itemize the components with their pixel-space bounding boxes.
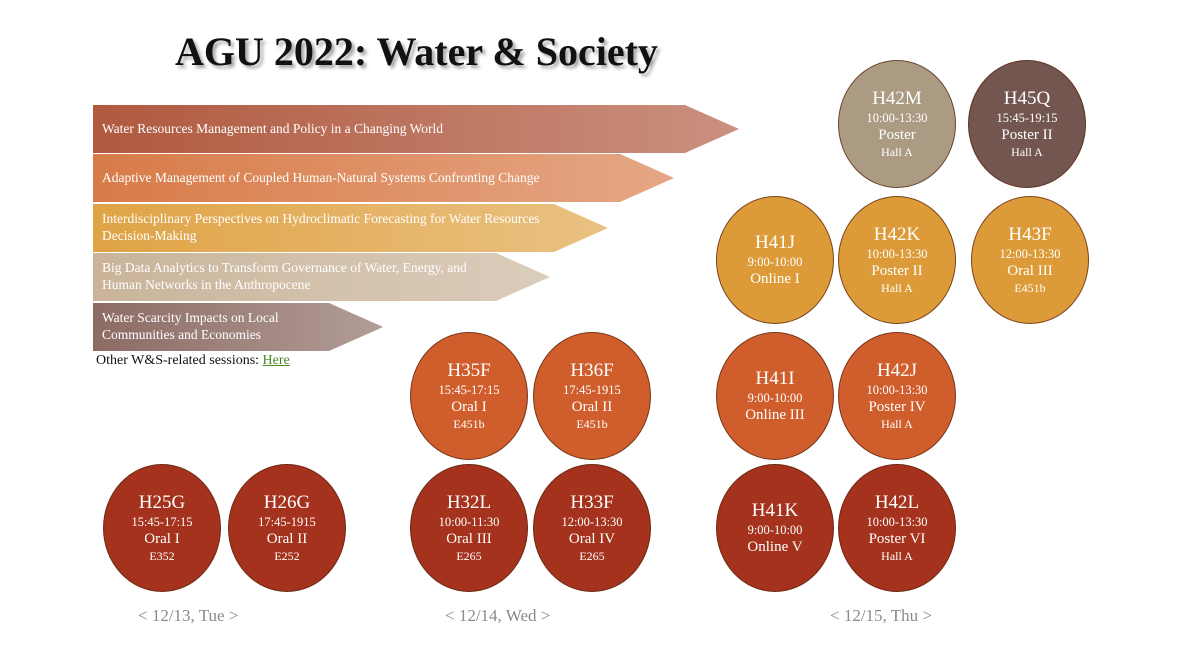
session-h45q[interactable]: H45Q 15:45-19:15 Poster II Hall A [968,60,1086,188]
session-type: Poster VI [868,531,926,547]
page-title: AGU 2022: Water & Society [175,29,658,74]
session-time: 17:45-1915 [563,383,621,397]
session-type: Oral I [144,531,180,547]
session-time: 12:00-13:30 [999,247,1061,261]
session-time: 15:45-17:15 [131,515,193,529]
session-type: Oral I [451,399,487,415]
session-h32l[interactable]: H32L 10:00-11:30 Oral III E265 [410,464,528,592]
day-label-wed: < 12/14, Wed > [445,606,551,625]
other-sessions-link[interactable]: Here [262,353,290,368]
session-code: H43F [1008,224,1052,245]
theme-arrow-hydroclimatic-forecasting: Interdisciplinary Perspectives on Hydroc… [93,204,608,252]
session-h41i[interactable]: H41I 9:00-10:00 Online III [716,332,834,460]
session-room: E451b [576,417,608,431]
session-code: H42L [874,492,920,513]
session-code: H45Q [1003,88,1051,109]
session-room: E352 [149,549,175,563]
session-time: 9:00-10:00 [747,391,803,405]
session-type: Oral II [266,531,308,547]
session-h35f[interactable]: H35F 15:45-17:15 Oral I E451b [410,332,528,460]
theme-arrow-adaptive-management: Adaptive Management of Coupled Human-Nat… [93,154,674,202]
session-time: 9:00-10:00 [747,523,803,537]
session-time: 9:00-10:00 [747,255,803,269]
session-code: H32L [446,492,492,513]
session-room: Hall A [881,549,913,563]
theme-label: Water Resources Management and Policy in… [102,120,443,136]
session-time: 15:45-19:15 [996,111,1058,125]
session-type: Poster [878,127,916,143]
session-type: Online I [750,271,800,287]
theme-label: Interdisciplinary Perspectives on Hydroc… [102,211,540,243]
session-h43f[interactable]: H43F 12:00-13:30 Oral III E451b [971,196,1089,324]
session-type: Poster II [871,263,923,279]
session-time: 15:45-17:15 [438,383,500,397]
session-time: 12:00-13:30 [561,515,623,529]
theme-arrow-water-resources-management: Water Resources Management and Policy in… [93,105,739,153]
theme-label: Water Scarcity Impacts on Local Communit… [102,310,279,342]
theme-arrow-big-data-analytics: Big Data Analytics to Transform Governan… [93,253,550,301]
session-code: H41J [754,232,796,253]
session-h42m[interactable]: H42M 10:00-13:30 Poster Hall A [838,60,956,188]
session-h42l[interactable]: H42L 10:00-13:30 Poster VI Hall A [838,464,956,592]
session-time: 10:00-13:30 [866,383,928,397]
session-code: H25G [138,492,186,513]
session-h26g[interactable]: H26G 17:45-1915 Oral II E252 [228,464,346,592]
session-code: H35F [447,360,491,381]
session-code: H42M [872,88,922,109]
session-room: E265 [579,549,605,563]
day-label-thu: < 12/15, Thu > [830,606,932,625]
session-time: 10:00-13:30 [866,247,928,261]
session-time: 10:00-13:30 [866,111,928,125]
session-code: H33F [570,492,614,513]
session-type: Poster II [1001,127,1053,143]
session-room: Hall A [881,417,913,431]
session-time: 10:00-11:30 [438,515,500,529]
session-room: E252 [274,549,300,563]
session-time: 17:45-1915 [258,515,316,529]
session-h41k[interactable]: H41K 9:00-10:00 Online V [716,464,834,592]
other-sessions-text: Other W&S-related sessions: [96,353,263,368]
session-h42k[interactable]: H42K 10:00-13:30 Poster II Hall A [838,196,956,324]
theme-label: Big Data Analytics to Transform Governan… [102,260,467,292]
theme-label: Adaptive Management of Coupled Human-Nat… [102,169,540,185]
session-type: Online V [747,539,803,555]
session-h33f[interactable]: H33F 12:00-13:30 Oral IV E265 [533,464,651,592]
session-room: E451b [453,417,485,431]
session-h25g[interactable]: H25G 15:45-17:15 Oral I E352 [103,464,221,592]
session-room: Hall A [1011,145,1043,159]
session-code: H42J [876,360,918,381]
session-room: Hall A [881,145,913,159]
session-code: H26G [263,492,311,513]
session-code: H36F [570,360,614,381]
other-sessions-note: Other W&S-related sessions: Here [96,353,290,369]
session-h42j[interactable]: H42J 10:00-13:30 Poster IV Hall A [838,332,956,460]
session-type: Oral III [1007,263,1053,279]
session-type: Oral IV [568,531,616,547]
session-room: E451b [1014,281,1046,295]
session-h41j[interactable]: H41J 9:00-10:00 Online I [716,196,834,324]
session-h36f[interactable]: H36F 17:45-1915 Oral II E451b [533,332,651,460]
day-label-tue: < 12/13, Tue > [138,606,239,625]
session-type: Poster IV [868,399,926,415]
session-room: Hall A [881,281,913,295]
session-type: Oral II [571,399,613,415]
session-room: E265 [456,549,482,563]
session-type: Online III [745,407,805,423]
theme-arrow-water-scarcity: Water Scarcity Impacts on Local Communit… [93,303,383,351]
session-time: 10:00-13:30 [866,515,928,529]
session-code: H41K [751,500,799,521]
session-type: Oral III [446,531,492,547]
session-code: H41I [755,368,795,389]
session-code: H42K [873,224,921,245]
